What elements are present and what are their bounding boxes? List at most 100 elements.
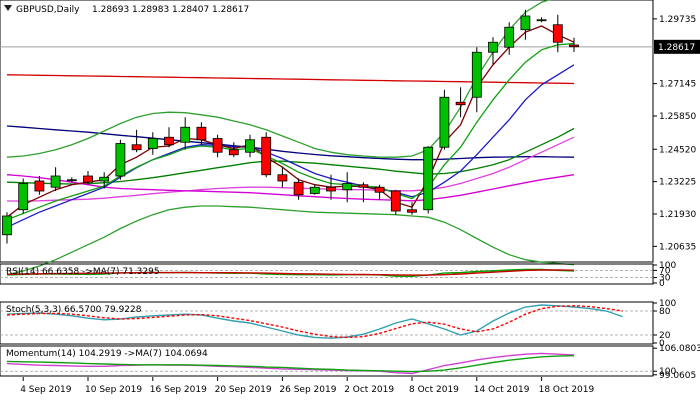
time-tick-label: 26 Sep 2019 — [279, 385, 336, 395]
candle — [34, 176, 45, 195]
candle-body — [536, 19, 547, 22]
candle — [245, 134, 255, 158]
candle — [342, 172, 353, 203]
indicator-label: Momentum(14) 104.2919 ->MA(7) 104.0694 — [6, 349, 208, 359]
candle-body — [439, 96, 450, 148]
candle-body — [164, 136, 174, 146]
indicator-tick-label: 20 — [659, 331, 671, 341]
overlay-line-9 — [6, 205, 575, 276]
time-axis: 4 Sep 2019 10 Sep 2019 16 Sep 2019 20 Sep 2… — [20, 377, 595, 395]
indicator-tick-label: 70 — [659, 266, 671, 276]
candle — [2, 212, 12, 244]
price-tick-label: 1.29735 — [659, 15, 696, 25]
candle-body — [455, 101, 466, 106]
candle — [455, 87, 466, 118]
indicator-tick-label: 80 — [659, 307, 671, 317]
candle-body — [277, 174, 288, 182]
time-tick-label: 8 Oct 2019 — [409, 385, 459, 395]
candle-body — [390, 190, 401, 212]
candle-body — [374, 186, 385, 193]
candle-body — [83, 175, 93, 183]
indicator-tick-label: 100 — [659, 299, 676, 309]
symbol-title: GBPUSD,Daily — [16, 5, 80, 15]
indicator-tick-label: 0 — [659, 339, 665, 349]
candle — [83, 171, 93, 185]
candle — [326, 174, 336, 200]
indicator-label: Stoch(5,3,3) 66.5700 79.9228 — [6, 305, 142, 315]
indicator-line-0 — [6, 268, 575, 278]
candle — [277, 167, 288, 188]
indicator-tick-label: 100 — [659, 261, 676, 271]
candle-body — [423, 146, 434, 211]
candle-body — [66, 179, 77, 182]
candle-body — [2, 215, 12, 236]
candle-body — [131, 144, 142, 151]
candle — [423, 146, 434, 214]
candle-body — [147, 138, 158, 149]
overlay-line-5 — [6, 64, 575, 228]
candle — [261, 132, 272, 178]
candle-body — [212, 138, 223, 153]
candle-body — [309, 186, 320, 194]
candles — [2, 9, 579, 244]
candle — [439, 89, 450, 150]
candle — [180, 117, 191, 150]
candle-body — [342, 183, 353, 191]
indicator-tick-label: 100 — [659, 367, 676, 377]
indicator-line-0 — [6, 304, 623, 339]
triangle-down-icon[interactable] — [4, 5, 12, 11]
current-price-label: 1.28617 — [658, 43, 695, 53]
current-price-tag — [654, 39, 700, 54]
candle-body — [18, 183, 29, 211]
time-tick-label: 18 Oct 2019 — [539, 385, 595, 395]
time-tick-label: 16 Sep 2019 — [150, 385, 207, 395]
candle — [536, 17, 547, 23]
candle — [164, 127, 174, 148]
candle — [488, 37, 498, 65]
indicator-line-0 — [6, 352, 575, 375]
overlay-line-3 — [7, 136, 575, 202]
candle — [228, 142, 239, 158]
indicator-tick-label: 0 — [659, 279, 665, 289]
open-value: 1.28693 — [92, 5, 129, 15]
candle — [504, 22, 515, 55]
time-tick-label: 14 Oct 2019 — [474, 385, 530, 395]
price-axis: 1.29735 1.27145 1.25850 1.24520 1.23225 1.219… — [653, 15, 700, 252]
indicator-line-1 — [6, 355, 575, 373]
candle — [212, 134, 223, 158]
candle — [293, 178, 304, 200]
price-tick-label: 1.27145 — [659, 80, 696, 90]
candle — [50, 167, 61, 191]
candle-body — [520, 15, 531, 31]
candle-body — [228, 149, 239, 156]
close-value: 1.28617 — [212, 5, 249, 15]
candle-body — [261, 136, 272, 176]
candle-body — [245, 139, 255, 153]
price-tick-label: 1.24520 — [659, 145, 696, 155]
price-tick-label: 1.25850 — [659, 112, 696, 122]
high-value: 1.28983 — [132, 5, 169, 15]
overlay-line-1 — [6, 125, 575, 161]
candle — [358, 182, 369, 203]
candle-body — [504, 26, 515, 48]
candle — [520, 9, 531, 40]
candle-body — [407, 209, 417, 213]
time-tick-label: 2 Oct 2019 — [344, 385, 394, 395]
candle — [552, 14, 563, 53]
chart-header: GBPUSD,Daily 1.28693 1.28983 1.28407 1.2… — [4, 5, 249, 15]
candle-body — [569, 44, 579, 48]
indicator-line-1 — [6, 305, 623, 339]
candle-body — [358, 184, 369, 188]
candle — [390, 189, 401, 215]
price-tick-label: 1.21930 — [659, 210, 696, 220]
candle-body — [180, 126, 191, 143]
candle — [374, 184, 385, 200]
candle-body — [34, 180, 45, 192]
candle — [18, 178, 29, 214]
indicator-tick-label: 99.0605 — [659, 371, 696, 381]
candle-body — [471, 51, 482, 98]
